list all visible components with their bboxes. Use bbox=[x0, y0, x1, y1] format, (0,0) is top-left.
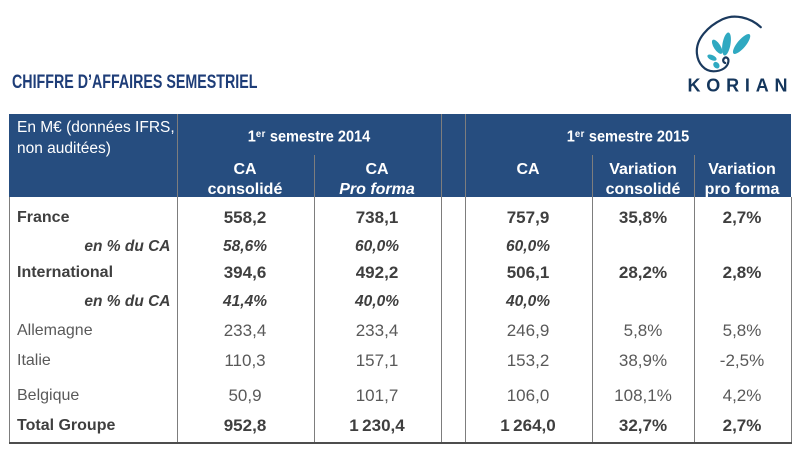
svg-text:KORIAN: KORIAN bbox=[688, 76, 794, 96]
